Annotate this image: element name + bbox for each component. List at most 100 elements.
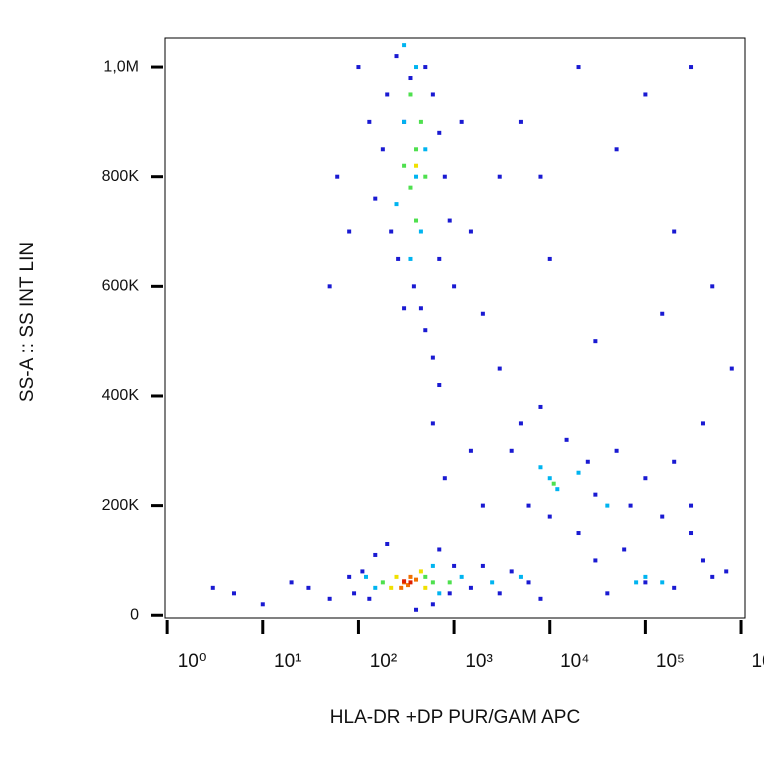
- data-point: [385, 541, 390, 546]
- data-point: [729, 366, 734, 371]
- x-tick-label: 10¹: [274, 651, 301, 672]
- data-point: [389, 585, 394, 590]
- data-point: [576, 531, 581, 536]
- data-point: [480, 311, 485, 316]
- data-point: [437, 256, 442, 261]
- data-point: [576, 65, 581, 70]
- x-tick-label: 10²: [370, 651, 397, 672]
- y-axis-label: SS-A :: SS INT LIN: [17, 242, 38, 402]
- data-point: [547, 256, 552, 261]
- data-point: [538, 596, 543, 601]
- data-point: [402, 43, 407, 48]
- x-axis-label: HLA-DR +DP PUR/GAM APC: [330, 707, 580, 728]
- data-point: [430, 92, 435, 97]
- data-point: [402, 119, 407, 124]
- data-point: [430, 602, 435, 607]
- data-point: [335, 174, 340, 179]
- data-point: [394, 202, 399, 207]
- data-point: [497, 174, 502, 179]
- data-point: [497, 366, 502, 371]
- data-point: [406, 583, 411, 588]
- data-point: [634, 580, 639, 585]
- data-point: [605, 503, 610, 508]
- data-point: [724, 569, 729, 574]
- data-point: [210, 585, 215, 590]
- data-point: [480, 503, 485, 508]
- data-point: [547, 476, 552, 481]
- data-point: [414, 218, 419, 223]
- data-point: [497, 591, 502, 596]
- data-point: [643, 574, 648, 579]
- y-tick-label: 0: [130, 606, 139, 623]
- data-point: [414, 577, 419, 582]
- data-point: [459, 574, 464, 579]
- data-point: [380, 147, 385, 152]
- data-point: [605, 591, 610, 596]
- data-point: [442, 476, 447, 481]
- data-point: [418, 306, 423, 311]
- data-point: [430, 421, 435, 426]
- x-tick-label: 10³: [465, 651, 492, 672]
- x-tick-label: 10⁰: [178, 651, 207, 672]
- data-point: [414, 174, 419, 179]
- data-point: [408, 92, 413, 97]
- data-point: [660, 311, 665, 316]
- data-point: [399, 585, 404, 590]
- data-point: [614, 147, 619, 152]
- x-tick-label: 10⁴: [560, 651, 589, 672]
- data-point: [402, 306, 407, 311]
- data-point: [373, 196, 378, 201]
- data-point: [622, 547, 627, 552]
- data-point: [526, 503, 531, 508]
- data-point: [447, 580, 452, 585]
- data-point: [408, 76, 413, 81]
- data-point: [437, 591, 442, 596]
- data-point: [430, 580, 435, 585]
- data-point: [593, 339, 598, 344]
- data-point: [468, 229, 473, 234]
- data-point: [660, 580, 665, 585]
- data-point: [423, 585, 428, 590]
- data-point: [347, 229, 352, 234]
- data-point: [356, 65, 361, 70]
- data-point: [689, 65, 694, 70]
- data-point: [700, 558, 705, 563]
- data-point: [352, 591, 357, 596]
- data-point: [423, 574, 428, 579]
- data-point: [468, 585, 473, 590]
- data-point: [408, 580, 413, 585]
- data-point: [689, 503, 694, 508]
- data-point: [689, 531, 694, 536]
- data-point: [360, 569, 365, 574]
- data-point: [468, 448, 473, 453]
- data-point: [526, 580, 531, 585]
- data-point: [389, 229, 394, 234]
- data-point: [672, 229, 677, 234]
- data-point: [430, 563, 435, 568]
- data-point: [402, 579, 407, 584]
- data-point: [418, 569, 423, 574]
- data-point: [394, 54, 399, 59]
- data-point: [547, 514, 552, 519]
- data-point: [437, 547, 442, 552]
- data-point: [509, 569, 514, 574]
- data-point: [643, 580, 648, 585]
- data-point: [373, 552, 378, 557]
- data-point: [518, 119, 523, 124]
- data-point: [447, 218, 452, 223]
- data-point: [408, 185, 413, 190]
- y-tick-label: 200K: [102, 497, 140, 514]
- data-point: [643, 476, 648, 481]
- data-point: [367, 119, 372, 124]
- data-point: [423, 147, 428, 152]
- data-point: [414, 65, 419, 70]
- data-point: [367, 596, 372, 601]
- data-point: [411, 284, 416, 289]
- data-point: [437, 130, 442, 135]
- data-point: [585, 459, 590, 464]
- data-point: [231, 591, 236, 596]
- data-point: [593, 558, 598, 563]
- data-point: [260, 602, 265, 607]
- data-point: [518, 421, 523, 426]
